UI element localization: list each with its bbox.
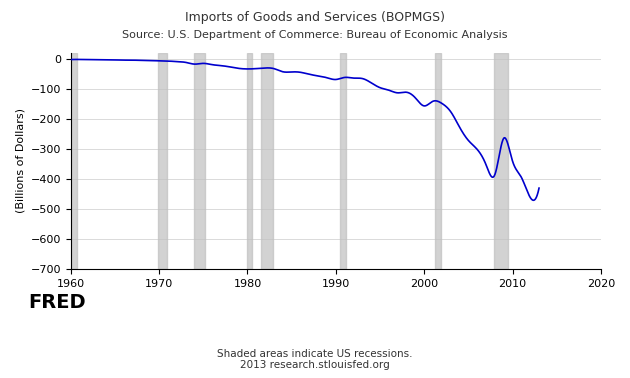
Text: Imports of Goods and Services (BOPMGS): Imports of Goods and Services (BOPMGS) — [185, 11, 445, 24]
Text: Shaded areas indicate US recessions.
2013 research.stlouisfed.org: Shaded areas indicate US recessions. 201… — [217, 349, 413, 370]
Bar — [494, 53, 508, 269]
Y-axis label: (Billions of Dollars): (Billions of Dollars) — [15, 108, 25, 213]
Bar — [71, 53, 77, 269]
Bar — [248, 53, 252, 269]
Text: FRED: FRED — [28, 293, 86, 312]
Bar — [158, 53, 167, 269]
Bar — [435, 53, 441, 269]
Text: Source: U.S. Department of Commerce: Bureau of Economic Analysis: Source: U.S. Department of Commerce: Bur… — [122, 30, 508, 40]
Bar — [261, 53, 273, 269]
Bar — [194, 53, 205, 269]
Bar — [340, 53, 346, 269]
